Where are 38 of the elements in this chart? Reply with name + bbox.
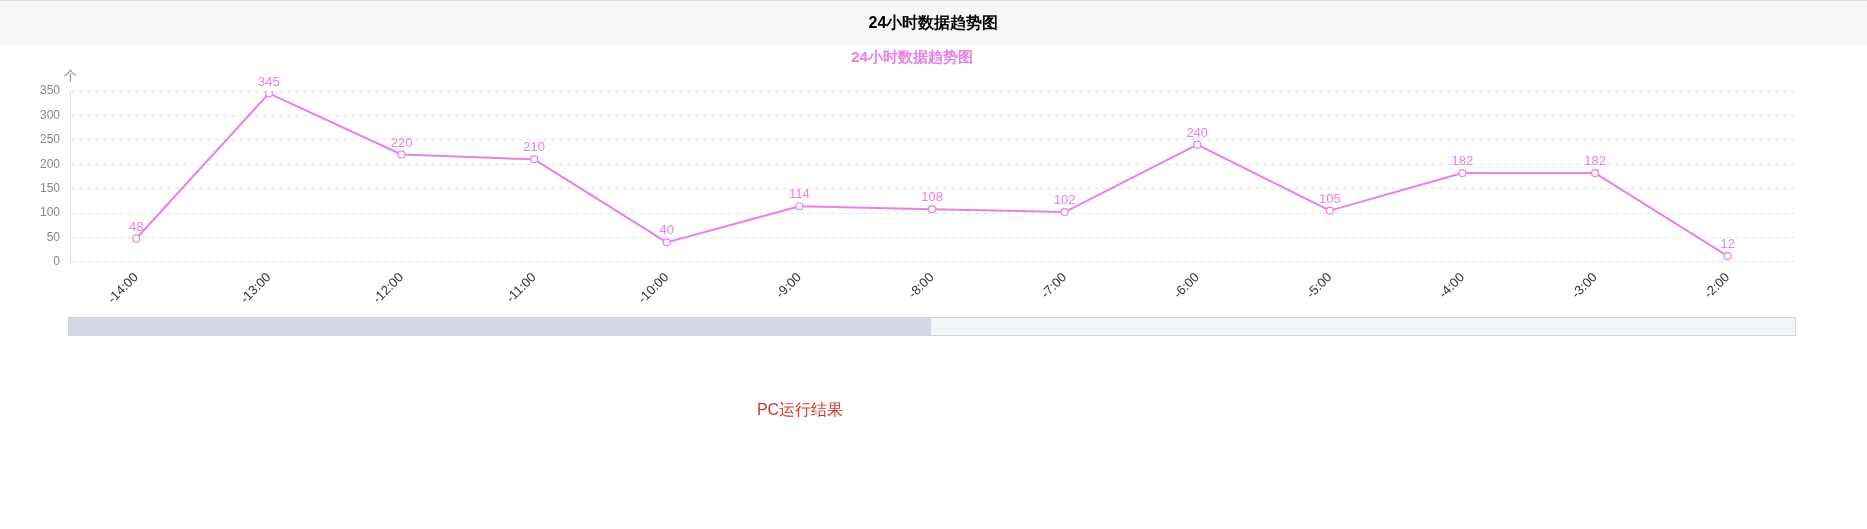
data-label: 182 — [1584, 153, 1606, 169]
text: PC运行结果 — [755, 400, 845, 420]
point — [1723, 251, 1732, 261]
point — [397, 150, 406, 159]
point — [1590, 168, 1600, 178]
point — [662, 238, 671, 247]
data-label: 220 — [390, 134, 413, 150]
data-label: 210 — [523, 139, 546, 155]
y-tick-label: 150 — [39, 180, 61, 195]
data-label: 40 — [659, 222, 675, 238]
point — [795, 202, 804, 211]
data-label: 345 — [258, 73, 280, 89]
y-tick-label: 0 — [53, 254, 61, 269]
data-label: 102 — [1053, 192, 1076, 208]
y-axis-title: 个 — [63, 67, 77, 83]
data-label: 240 — [1186, 124, 1209, 140]
data-label: 182 — [1451, 153, 1474, 169]
point — [1193, 140, 1202, 149]
y-tick-label: 200 — [39, 156, 61, 171]
point — [1060, 208, 1069, 217]
chart-title: 24小时数据趋势图 — [0, 0, 1867, 46]
y-tick-label: 250 — [39, 132, 61, 147]
data-label: 114 — [789, 186, 810, 202]
point — [530, 155, 539, 164]
y-tick-label: 100 — [39, 205, 61, 220]
point — [1325, 206, 1334, 215]
point — [264, 91, 274, 98]
point — [927, 205, 937, 214]
data-label: 48 — [129, 218, 144, 234]
y-tick-label: 350 — [39, 83, 61, 98]
point — [132, 234, 141, 243]
data-label: 108 — [921, 189, 943, 205]
y-tick-label: 300 — [39, 107, 61, 122]
chart-subtitle: 24小时数据趋势图 — [851, 48, 973, 66]
data-label: 12 — [1720, 236, 1735, 252]
y-tick-label: 50 — [46, 229, 61, 244]
point — [1458, 168, 1467, 178]
data-label: 105 — [1319, 190, 1341, 206]
